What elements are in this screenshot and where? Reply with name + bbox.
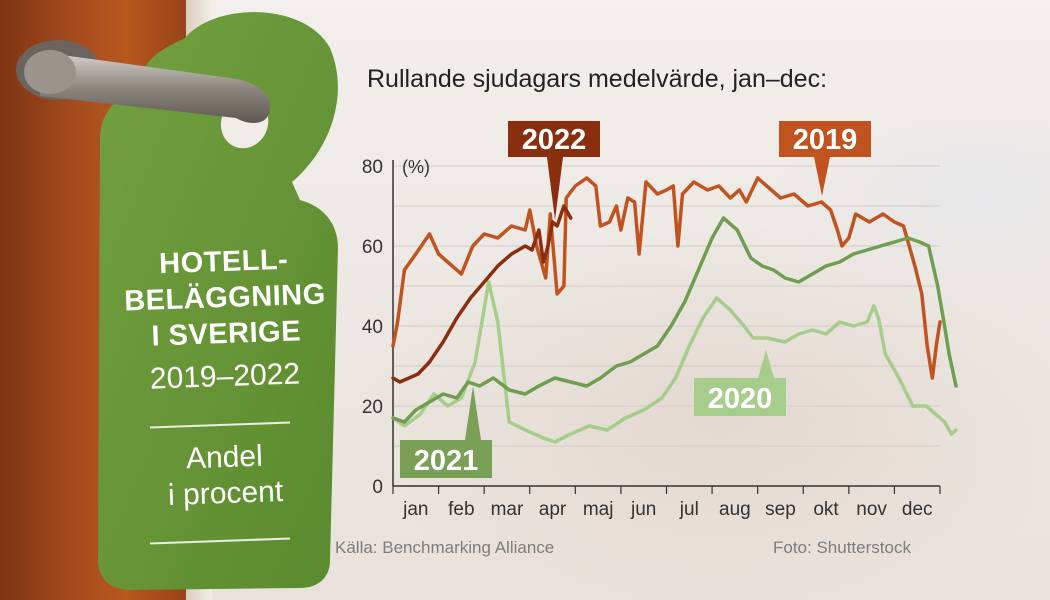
series-label-2021: 2021 — [414, 445, 479, 477]
x-tick-label: maj — [583, 499, 614, 520]
x-tick-label: okt — [813, 499, 839, 520]
series-label-2020: 2020 — [708, 383, 773, 415]
series-label-2019: 2019 — [793, 124, 858, 156]
x-tick-label: apr — [539, 499, 567, 520]
series-label-box — [508, 121, 600, 157]
series-line-2022 — [391, 204, 573, 384]
x-tick-label: jun — [630, 499, 656, 520]
y-tick-label: 20 — [362, 397, 383, 418]
series-label-box — [400, 440, 492, 478]
door-handle-icon — [16, 40, 271, 123]
photo-credit: Foto: Shutterstock — [773, 538, 911, 557]
x-tick-label: feb — [448, 499, 474, 520]
series-label-pointer — [814, 157, 830, 196]
series-label-pointer — [547, 157, 563, 220]
x-tick-label: jul — [679, 499, 699, 520]
x-tick-label: nov — [856, 499, 887, 520]
series-line-2020 — [391, 280, 958, 444]
y-unit-label: (%) — [402, 157, 430, 177]
x-tick-label: jan — [402, 499, 428, 520]
y-tick-label: 60 — [362, 237, 383, 258]
door-hanger — [16, 12, 338, 591]
x-tick-label: aug — [719, 499, 751, 520]
x-tick-label: mar — [491, 499, 524, 520]
series-label-2022: 2022 — [522, 124, 587, 156]
series-label-pointer — [758, 350, 774, 378]
y-tick-label: 40 — [362, 317, 383, 338]
chart-heading: Rullande sjudagars medelvärde, jan–dec: — [367, 65, 828, 93]
source-credit: Källa: Benchmarking Alliance — [335, 538, 555, 557]
series-label-box — [694, 378, 786, 416]
y-tick-label: 0 — [372, 477, 383, 498]
series-label-box — [779, 121, 871, 157]
y-tick-label: 80 — [362, 157, 383, 178]
series-line-2019 — [391, 176, 942, 380]
series-label-pointer — [465, 386, 481, 440]
x-tick-label: dec — [902, 499, 933, 520]
hanger-tag — [98, 12, 338, 591]
series-line-2021 — [391, 216, 958, 424]
x-tick-label: sep — [765, 499, 796, 520]
